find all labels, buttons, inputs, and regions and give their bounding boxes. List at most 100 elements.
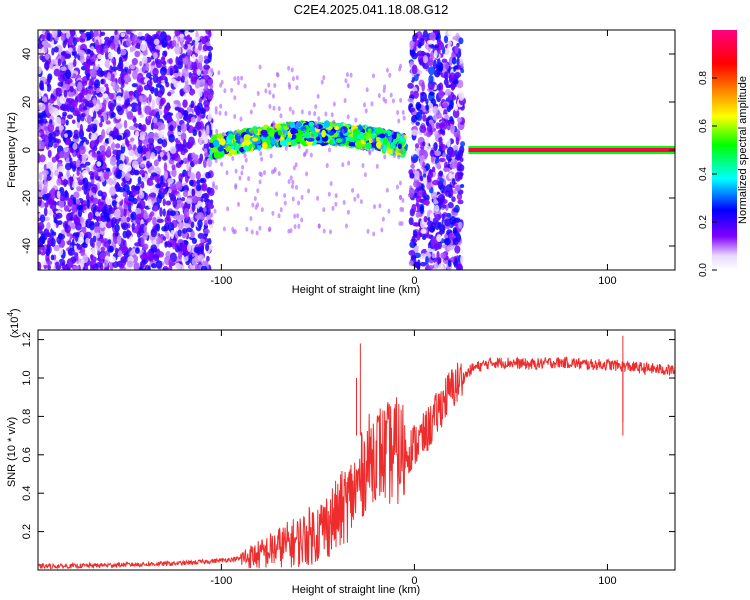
heatmap-cell: [100, 31, 106, 36]
heatmap-cell: [240, 170, 244, 176]
heatmap-cell: [441, 58, 448, 63]
heatmap-cell: [213, 151, 222, 160]
heatmap-cell: [60, 55, 65, 62]
heatmap-cell: [399, 136, 406, 142]
heatmap-cell: [165, 200, 172, 206]
heatmap-cell: [80, 258, 85, 268]
heatmap-cell: [109, 256, 117, 263]
heatmap-cell: [137, 31, 143, 37]
top-x-tick-label: -100: [210, 275, 232, 287]
heatmap-cell: [441, 130, 446, 136]
heatmap-cell: [147, 265, 151, 270]
heatmap-cell: [50, 58, 58, 65]
heatmap-cell: [152, 117, 158, 124]
heatmap-cell: [298, 134, 303, 142]
top-x-axis-label: Height of straight line (km): [292, 284, 420, 296]
heatmap-cell: [133, 89, 139, 99]
heatmap-cell: [444, 218, 451, 227]
heatmap-cell: [334, 141, 338, 147]
heatmap-cell: [47, 264, 51, 270]
heatmap-cell: [93, 110, 97, 119]
bottom-y-axis: 0.20.40.60.81.01.2: [21, 332, 675, 539]
heatmap-cell: [120, 256, 128, 264]
heatmap-cell: [222, 226, 226, 232]
heatmap-cell: [207, 238, 212, 245]
heatmap-cell: [434, 150, 442, 157]
heatmap-cell: [408, 260, 414, 266]
heatmap-cell: [82, 106, 88, 111]
heatmap-cell: [125, 139, 130, 147]
heatmap-cell: [203, 55, 208, 61]
heatmap-cell: [196, 69, 201, 76]
heatmap-cell: [47, 149, 52, 158]
heatmap-cell: [361, 163, 365, 169]
heatmap-cell: [200, 265, 208, 270]
heatmap-cell: [92, 235, 97, 243]
heatmap-cell: [238, 175, 242, 181]
heatmap-cell: [59, 95, 67, 104]
heatmap-cell: [215, 128, 219, 134]
heatmap-cell: [432, 105, 439, 115]
snr-series-line: [38, 356, 675, 570]
heatmap-cell: [49, 177, 56, 188]
heatmap-cell: [120, 244, 128, 254]
heatmap-cell: [120, 152, 125, 162]
heatmap-cell: [77, 208, 83, 217]
colorbar-ticks: 0.00.20.40.60.8: [698, 71, 717, 277]
heatmap-cell: [395, 184, 399, 190]
heatmap-cell: [373, 204, 377, 210]
heatmap-cell: [335, 138, 343, 144]
heatmap-cell: [108, 92, 114, 100]
heatmap-cell: [444, 62, 450, 70]
heatmap-cell: [73, 252, 79, 257]
heatmap-cell: [100, 79, 104, 85]
heatmap-cell: [200, 245, 205, 254]
heatmap-cell: [103, 259, 109, 268]
heatmap-cell: [177, 264, 184, 270]
heatmap-cell: [387, 208, 391, 214]
heatmap-cell: [40, 34, 46, 40]
heatmap-cell: [79, 163, 87, 168]
heatmap-cell: [150, 244, 158, 253]
heatmap-cell: [413, 180, 420, 188]
heatmap-cell: [308, 110, 312, 116]
heatmap-cell: [119, 264, 125, 269]
heatmap-cell: [421, 82, 425, 92]
heatmap-cell: [412, 230, 418, 237]
heatmap-cell: [48, 209, 53, 216]
heatmap-cell: [139, 60, 143, 67]
heatmap-cell: [425, 163, 431, 171]
heatmap-cell: [148, 198, 152, 209]
heatmap-cell: [409, 241, 417, 249]
heatmap-cell: [46, 83, 52, 92]
heatmap-cell: [112, 179, 117, 185]
heatmap-cell: [287, 65, 291, 71]
heatmap-cell: [129, 125, 137, 130]
heatmap-cell: [316, 124, 320, 130]
heatmap-cell: [55, 212, 63, 219]
heatmap-cell: [438, 224, 446, 233]
heatmap-cell: [438, 122, 446, 128]
heatmap-cell: [191, 257, 198, 266]
heatmap-cell: [244, 157, 248, 163]
heatmap-cell: [243, 134, 251, 141]
heatmap-cell: [305, 171, 309, 177]
heatmap-cell: [454, 245, 461, 254]
heatmap-cell: [425, 234, 433, 239]
heatmap-cell: [138, 87, 142, 97]
heatmap-cell: [328, 131, 335, 136]
colorbar-tick-label: 0.8: [698, 71, 709, 85]
heatmap-cell: [240, 75, 244, 81]
heatmap-cell: [328, 229, 332, 235]
heatmap-cell: [38, 180, 43, 191]
heatmap-cell: [38, 154, 46, 163]
heatmap-cell: [46, 32, 51, 42]
heatmap-cell: [210, 67, 214, 73]
heatmap-cell: [252, 102, 256, 108]
bottom-y-tick-label: 0.2: [21, 524, 33, 539]
heatmap-cell: [437, 194, 445, 204]
heatmap-cell: [446, 212, 452, 218]
heatmap-cell: [258, 64, 262, 70]
heatmap-cell: [131, 83, 138, 88]
heatmap-cell: [61, 104, 69, 112]
